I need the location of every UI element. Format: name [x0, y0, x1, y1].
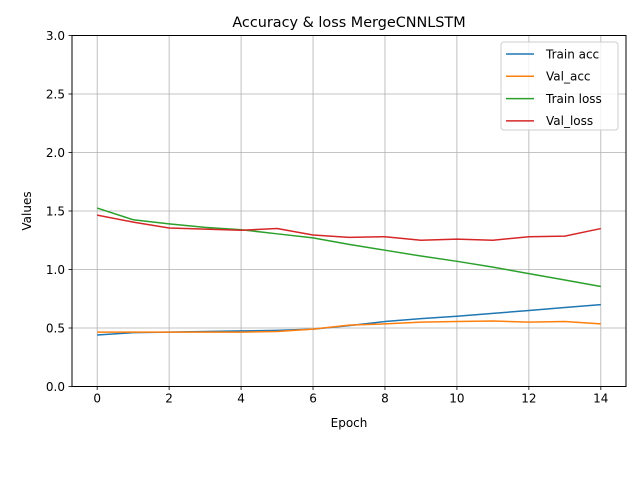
x-tick-label: 6 [309, 392, 317, 406]
y-tick-label: 2.5 [46, 87, 65, 101]
x-tick-label: 0 [93, 392, 101, 406]
series-line-val-acc [97, 320, 601, 333]
x-tick-label: 8 [381, 392, 389, 406]
y-tick-label: 0.5 [46, 321, 65, 335]
y-tick-label: 3.0 [46, 29, 65, 43]
series-line-train-loss [96, 207, 601, 288]
y-tick-label: 1.5 [46, 204, 65, 218]
x-axis-ticks: 0 2 4 6 8 10 12 14 [93, 386, 608, 406]
legend-label-val-acc: Val_acc [546, 70, 591, 84]
series-line-val-loss [97, 214, 601, 241]
legend-label-val-loss: Val_loss [546, 114, 593, 128]
y-tick-label: 0.0 [46, 380, 65, 394]
x-tick-label: 4 [237, 392, 245, 406]
y-axis-ticks: 0.0 0.5 1.0 1.5 2.0 2.5 3.0 [46, 29, 72, 394]
series-lines [96, 207, 601, 336]
legend-label-train-loss: Train loss [545, 92, 602, 106]
y-tick-label: 2.0 [46, 146, 65, 160]
x-axis-label: Epoch [331, 416, 368, 430]
x-tick-label: 10 [449, 392, 464, 406]
x-tick-label: 12 [521, 392, 536, 406]
legend-label-train-acc: Train acc [545, 47, 599, 61]
x-tick-label: 14 [593, 392, 608, 406]
legend-items: Train acc Val_acc Train loss Val_loss [506, 47, 602, 128]
chart-title: Accuracy & loss MergeCNNLSTM [232, 15, 465, 31]
legend: Train acc Val_acc Train loss Val_loss [500, 41, 619, 131]
y-axis-label: Values [20, 191, 34, 230]
x-tick-label: 2 [165, 392, 173, 406]
legend-box [500, 41, 619, 131]
y-tick-label: 1.0 [46, 263, 65, 277]
